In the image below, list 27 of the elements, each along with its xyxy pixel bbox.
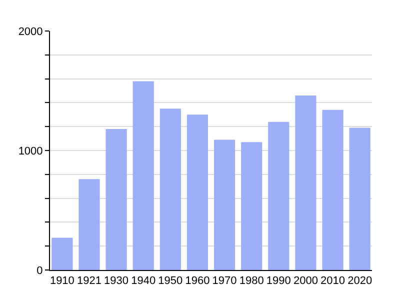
- bar: [78, 179, 100, 270]
- x-tick-label: 1960: [185, 275, 210, 288]
- y-tick-label: 0: [36, 264, 43, 277]
- y-tick-label: 2000: [18, 26, 43, 38]
- x-tick-label: 1921: [77, 275, 102, 288]
- bar: [186, 114, 208, 270]
- bar: [241, 142, 262, 270]
- bar: [160, 108, 181, 270]
- bar: [132, 81, 154, 270]
- bar: [106, 128, 127, 270]
- x-tick-label: 1930: [104, 275, 129, 288]
- x-tick-label: 1970: [212, 275, 237, 288]
- bar: [295, 96, 316, 270]
- x-tick-label: 1990: [266, 275, 291, 288]
- bar: [322, 110, 344, 270]
- x-tick-label: 2020: [348, 275, 372, 288]
- x-tick-label: 2000: [293, 275, 318, 288]
- bar: [268, 122, 290, 270]
- x-tick-label: 1910: [50, 275, 74, 288]
- x-tick-label: 2010: [320, 275, 345, 288]
- bar: [214, 140, 236, 270]
- x-tick-label: 1980: [239, 275, 264, 288]
- bar: [349, 128, 370, 270]
- x-tick-label: 1950: [158, 275, 183, 288]
- y-tick-label: 1000: [18, 145, 43, 158]
- x-tick-label: 1940: [131, 275, 156, 288]
- bar: [52, 238, 73, 270]
